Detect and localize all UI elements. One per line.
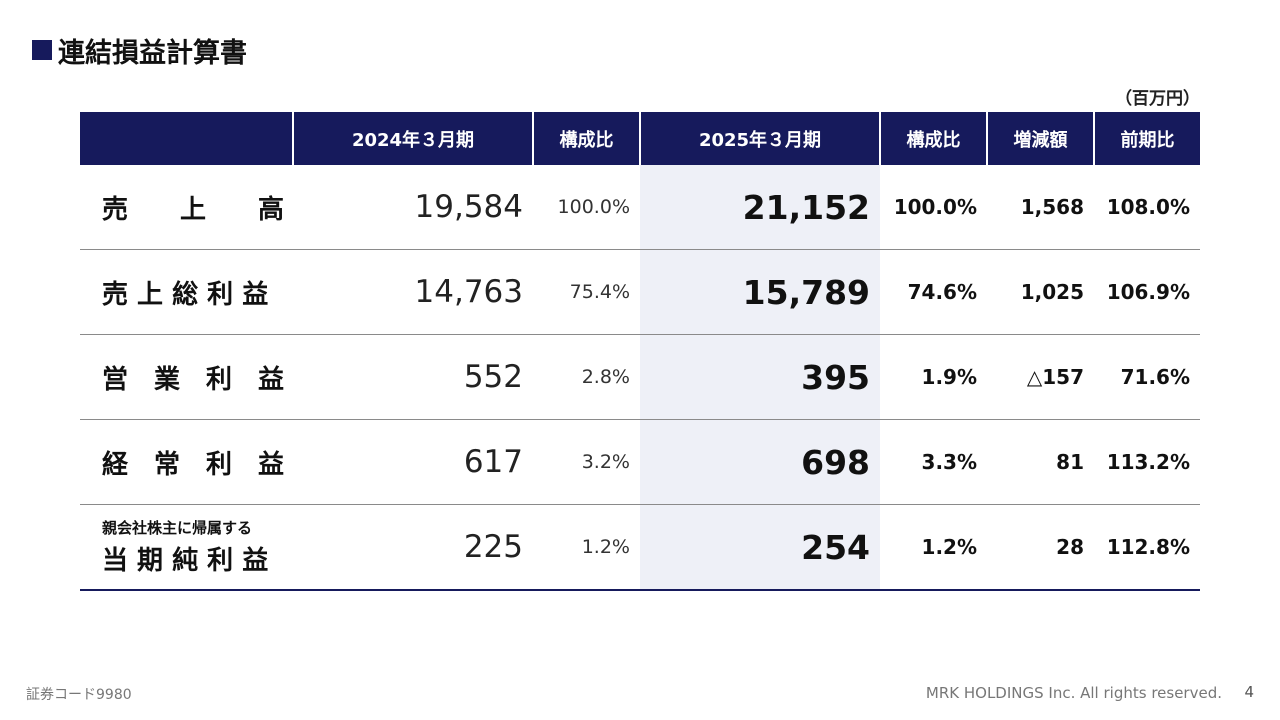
yoy-ratio: 113.2% — [1094, 419, 1200, 505]
curr-value: 395 — [640, 334, 880, 420]
curr-ratio: 74.6% — [880, 249, 987, 335]
curr-ratio: 1.9% — [880, 334, 987, 420]
prev-ratio: 3.2% — [533, 419, 640, 505]
row-label: 売 上 総 利 益 — [80, 249, 293, 335]
row-label-text: 売 上 高 — [102, 194, 285, 225]
yoy-ratio: 71.6% — [1094, 334, 1200, 420]
curr-value: 698 — [640, 419, 880, 505]
yoy-ratio: 106.9% — [1094, 249, 1200, 335]
row-label: 売 上 高 — [80, 165, 293, 250]
curr-ratio: 100.0% — [880, 165, 987, 250]
copyright-text: MRK HOLDINGS Inc. All rights reserved. — [925, 684, 1222, 702]
table-row: 親会社株主に帰属する 当 期 純 利 益 225 1.2% 254 1.2% 2… — [80, 504, 1200, 591]
yoy-ratio: 108.0% — [1094, 165, 1200, 250]
prev-ratio: 1.2% — [533, 504, 640, 591]
prev-value: 14,763 — [293, 249, 533, 335]
prev-ratio: 2.8% — [533, 334, 640, 420]
prev-ratio: 100.0% — [533, 165, 640, 250]
prev-ratio: 75.4% — [533, 249, 640, 335]
row-label: 経 常 利 益 — [80, 419, 293, 505]
prev-value: 617 — [293, 419, 533, 505]
curr-value: 21,152 — [640, 165, 880, 250]
header-curr-year: 2025年３月期 — [639, 112, 880, 165]
row-label-subtext: 親会社株主に帰属する — [102, 519, 253, 537]
header-prev-ratio: 構成比 — [532, 112, 640, 165]
curr-value: 254 — [640, 504, 880, 591]
page-number: 4 — [1244, 683, 1254, 701]
yoy-ratio: 112.8% — [1094, 504, 1200, 591]
header-prev-year: 2024年３月期 — [292, 112, 533, 165]
table-header-row: 2024年３月期 構成比 2025年３月期 構成比 増減額 前期比 — [80, 112, 1200, 165]
header-yoy: 前期比 — [1093, 112, 1200, 165]
curr-ratio: 1.2% — [880, 504, 987, 591]
row-label-text: 経 常 利 益 — [102, 449, 285, 480]
row-label-text: 営 業 利 益 — [102, 364, 285, 395]
page-title: 連結損益計算書 — [32, 30, 247, 70]
header-label — [80, 112, 293, 165]
change-value: 28 — [987, 504, 1094, 591]
row-label: 営 業 利 益 — [80, 334, 293, 420]
unit-label: （百万円） — [1115, 89, 1200, 109]
row-label-text: 売 上 総 利 益 — [102, 279, 269, 310]
change-value: △157 — [987, 334, 1094, 420]
table-row: 売 上 高 19,584 100.0% 21,152 100.0% 1,568 … — [80, 165, 1200, 250]
prev-value: 552 — [293, 334, 533, 420]
row-label-text: 当 期 純 利 益 — [102, 546, 269, 576]
header-change: 増減額 — [986, 112, 1094, 165]
page-title-text: 連結損益計算書 — [58, 37, 247, 69]
security-code: 証券コード9980 — [26, 687, 132, 703]
table-row: 売 上 総 利 益 14,763 75.4% 15,789 74.6% 1,02… — [80, 249, 1200, 335]
change-value: 1,568 — [987, 165, 1094, 250]
table-row: 営 業 利 益 552 2.8% 395 1.9% △157 71.6% — [80, 334, 1200, 420]
curr-value: 15,789 — [640, 249, 880, 335]
row-label: 親会社株主に帰属する 当 期 純 利 益 — [80, 504, 293, 591]
curr-ratio: 3.3% — [880, 419, 987, 505]
change-value: 1,025 — [987, 249, 1094, 335]
change-value: 81 — [987, 419, 1094, 505]
prev-value: 225 — [293, 504, 533, 591]
table-row: 経 常 利 益 617 3.2% 698 3.3% 81 113.2% — [80, 419, 1200, 505]
header-curr-ratio: 構成比 — [879, 112, 987, 165]
prev-value: 19,584 — [293, 165, 533, 250]
income-statement-table: 2024年３月期 構成比 2025年３月期 構成比 増減額 前期比 売 上 高 … — [80, 112, 1200, 591]
title-square-icon — [32, 40, 52, 60]
